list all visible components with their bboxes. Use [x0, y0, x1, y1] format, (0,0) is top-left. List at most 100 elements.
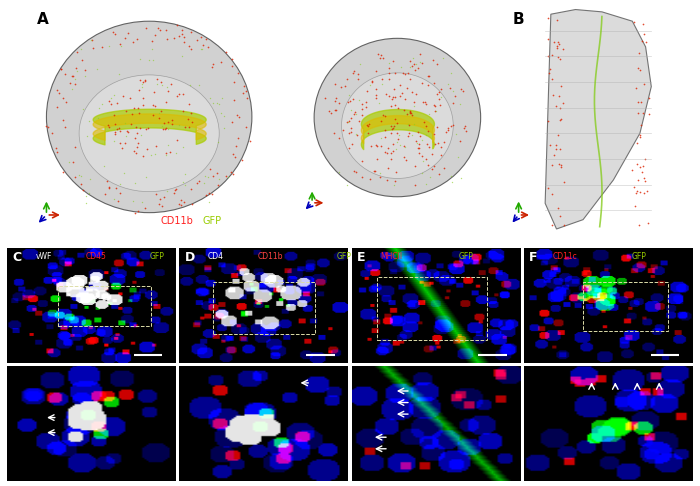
Point — [155, 107, 167, 115]
Point — [422, 72, 433, 80]
Point — [228, 78, 239, 86]
Point — [134, 124, 146, 132]
Point — [637, 109, 648, 117]
Point — [60, 70, 71, 78]
Point — [542, 14, 553, 22]
Point — [69, 75, 80, 83]
Point — [555, 161, 566, 169]
Point — [351, 110, 362, 118]
Point — [107, 28, 118, 35]
Point — [111, 100, 122, 107]
Point — [176, 26, 188, 34]
Point — [52, 148, 63, 156]
Point — [204, 189, 215, 196]
Point — [225, 168, 237, 175]
Point — [92, 114, 104, 122]
Point — [120, 107, 132, 115]
Point — [133, 86, 144, 93]
Point — [438, 164, 449, 172]
Point — [205, 166, 216, 174]
Point — [414, 144, 425, 152]
Point — [66, 72, 78, 80]
Point — [203, 198, 214, 206]
Point — [241, 123, 252, 131]
Point — [157, 125, 168, 133]
Point — [407, 112, 418, 120]
Point — [391, 138, 402, 145]
Point — [330, 106, 342, 114]
Point — [135, 131, 146, 139]
Point — [401, 84, 412, 92]
Point — [207, 99, 218, 106]
Point — [329, 130, 340, 138]
Point — [108, 111, 120, 119]
Point — [399, 95, 410, 103]
Text: F: F — [529, 251, 538, 264]
Point — [150, 190, 162, 198]
Point — [186, 200, 197, 208]
Point — [438, 139, 449, 146]
Point — [125, 120, 136, 128]
Point — [57, 94, 69, 102]
Point — [238, 89, 249, 97]
Point — [162, 119, 173, 126]
Point — [130, 150, 141, 157]
Point — [97, 43, 108, 51]
Point — [186, 185, 197, 193]
Point — [167, 116, 178, 123]
Point — [83, 190, 94, 197]
Point — [409, 162, 420, 170]
Point — [204, 94, 215, 102]
Point — [162, 125, 174, 133]
Point — [636, 37, 648, 45]
Point — [114, 128, 125, 136]
Point — [389, 181, 400, 189]
Point — [130, 134, 141, 142]
Point — [410, 66, 421, 73]
Point — [421, 122, 432, 129]
Point — [387, 93, 398, 101]
Point — [127, 197, 139, 205]
Point — [223, 174, 234, 181]
Point — [399, 153, 410, 161]
Point — [403, 122, 414, 129]
Point — [386, 95, 398, 103]
Point — [631, 160, 643, 168]
Point — [345, 106, 356, 114]
Point — [349, 108, 360, 116]
Point — [552, 42, 563, 50]
Point — [640, 38, 651, 46]
Point — [636, 122, 647, 129]
Point — [635, 99, 646, 106]
Point — [554, 212, 566, 220]
Point — [83, 118, 94, 125]
Point — [370, 85, 382, 93]
Point — [122, 128, 134, 136]
Point — [113, 124, 125, 132]
Point — [398, 69, 409, 77]
Point — [349, 167, 360, 175]
Point — [642, 187, 653, 195]
Point — [167, 120, 178, 128]
Text: C: C — [12, 251, 21, 264]
Point — [333, 168, 344, 176]
Point — [401, 110, 412, 118]
Point — [455, 174, 466, 182]
Point — [370, 94, 382, 102]
Point — [329, 97, 340, 105]
Point — [384, 59, 395, 67]
Point — [559, 178, 570, 186]
Point — [137, 78, 148, 86]
Point — [453, 153, 464, 161]
Text: CD4: CD4 — [208, 252, 224, 261]
Point — [407, 62, 418, 70]
Point — [401, 156, 412, 164]
Point — [631, 187, 643, 195]
Point — [158, 119, 169, 127]
Point — [92, 65, 103, 72]
Point — [442, 126, 453, 134]
Point — [333, 99, 344, 107]
Point — [416, 152, 427, 160]
Point — [404, 107, 415, 115]
Point — [177, 30, 188, 37]
